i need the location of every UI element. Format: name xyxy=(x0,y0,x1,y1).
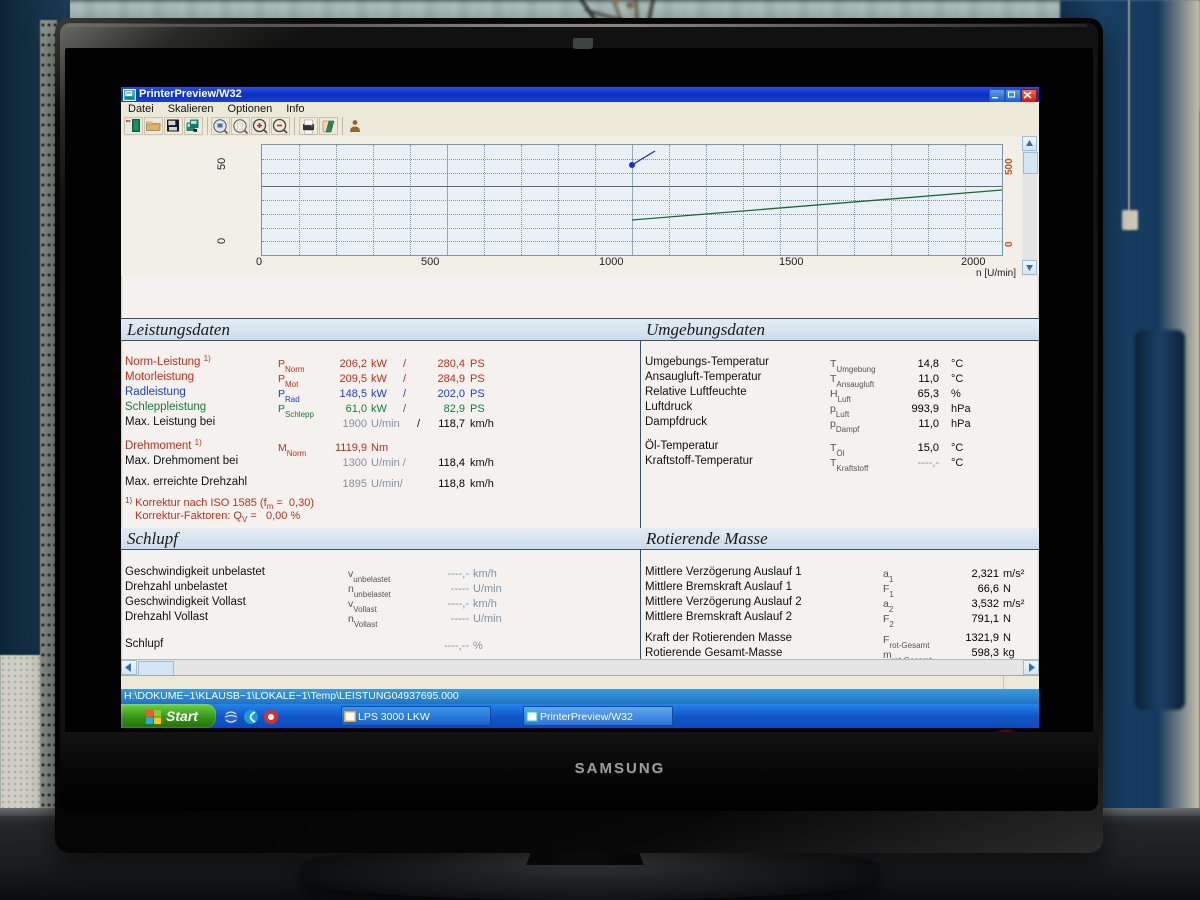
svg-text:?: ? xyxy=(329,125,333,131)
